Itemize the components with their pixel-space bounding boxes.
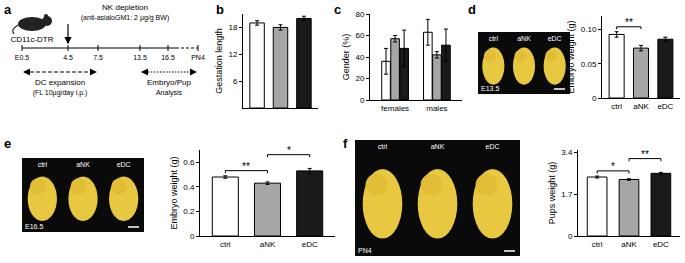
svg-text:eDC: eDC	[548, 35, 562, 42]
svg-text:**: **	[625, 17, 633, 28]
svg-text:E16.5: E16.5	[25, 223, 43, 230]
svg-text:a: a	[4, 2, 12, 17]
svg-text:eDC: eDC	[485, 143, 499, 150]
svg-text:80: 80	[355, 10, 364, 19]
svg-text:e: e	[4, 136, 11, 151]
svg-text:1.7: 1.7	[561, 190, 573, 199]
svg-text:6: 6	[233, 77, 238, 86]
svg-text:d: d	[468, 2, 476, 17]
svg-text:7.5: 7.5	[93, 54, 103, 61]
svg-text:Gender (%): Gender (%)	[341, 34, 351, 81]
svg-text:aNK: aNK	[431, 143, 445, 150]
svg-text:ctrl: ctrl	[611, 102, 622, 111]
svg-text:aNK: aNK	[621, 240, 637, 249]
svg-text:aNK: aNK	[517, 35, 531, 42]
svg-text:4.5: 4.5	[63, 54, 73, 61]
svg-text:0: 0	[592, 94, 597, 103]
svg-text:Embryo/Pup: Embryo/Pup	[147, 78, 192, 87]
svg-text:eDC: eDC	[657, 102, 673, 111]
svg-text:18: 18	[228, 23, 237, 32]
svg-text:Gestation length: Gestation length	[214, 28, 224, 94]
svg-text:Analysis: Analysis	[156, 89, 183, 97]
svg-text:0.05: 0.05	[581, 60, 597, 69]
svg-text:(FL 10µg/day i.p.): (FL 10µg/day i.p.)	[33, 89, 88, 97]
svg-text:13.5: 13.5	[133, 54, 147, 61]
svg-text:ctrl: ctrl	[489, 35, 499, 42]
svg-text:males: males	[426, 104, 447, 113]
svg-text:0.2: 0.2	[183, 207, 195, 216]
svg-text:20: 20	[355, 74, 364, 83]
svg-text:3.4: 3.4	[561, 148, 573, 157]
svg-text:**: **	[242, 161, 250, 172]
svg-text:c: c	[334, 2, 341, 17]
svg-text:ctrl: ctrl	[38, 161, 48, 168]
svg-text:(anti-asialoGM1: 2 µg/g BW): (anti-asialoGM1: 2 µg/g BW)	[81, 14, 169, 22]
svg-text:Embryo weight (g): Embryo weight (g)	[566, 20, 576, 93]
svg-text:*: *	[611, 161, 615, 172]
svg-text:0: 0	[568, 232, 573, 241]
svg-text:0: 0	[360, 96, 365, 105]
svg-text:eDC: eDC	[653, 240, 669, 249]
svg-text:aNK: aNK	[260, 240, 276, 249]
svg-text:0.6: 0.6	[183, 158, 195, 167]
svg-text:40: 40	[355, 53, 364, 62]
svg-text:NK depletion: NK depletion	[102, 3, 148, 12]
svg-text:0: 0	[190, 232, 195, 241]
svg-text:eDC: eDC	[302, 240, 318, 249]
svg-text:Embryo weight (g): Embryo weight (g)	[169, 156, 179, 229]
svg-text:f: f	[343, 136, 348, 151]
svg-text:0.4: 0.4	[183, 183, 195, 192]
svg-text:E13.5: E13.5	[481, 85, 499, 92]
svg-text:ctrl: ctrl	[592, 240, 603, 249]
svg-text:PN4: PN4	[358, 247, 372, 254]
svg-text:60: 60	[355, 31, 364, 40]
svg-text:PN4: PN4	[191, 54, 205, 61]
svg-text:**: **	[641, 149, 649, 160]
svg-text:E0.5: E0.5	[15, 54, 30, 61]
svg-text:eDC: eDC	[117, 161, 131, 168]
svg-text:*: *	[287, 145, 291, 156]
svg-text:aNK: aNK	[76, 161, 90, 168]
svg-text:Pups weight (g): Pups weight (g)	[547, 162, 557, 225]
svg-text:CD11c-DTR: CD11c-DTR	[11, 35, 54, 44]
svg-text:ctrl: ctrl	[378, 143, 388, 150]
svg-text:12: 12	[228, 50, 237, 59]
svg-text:ctrl: ctrl	[220, 240, 231, 249]
svg-text:16.5: 16.5	[161, 54, 175, 61]
svg-text:0.10: 0.10	[581, 25, 597, 34]
svg-text:b: b	[216, 2, 224, 17]
svg-text:DC expansion: DC expansion	[35, 78, 85, 87]
svg-text:females: females	[381, 104, 409, 113]
svg-text:aNK: aNK	[633, 102, 649, 111]
